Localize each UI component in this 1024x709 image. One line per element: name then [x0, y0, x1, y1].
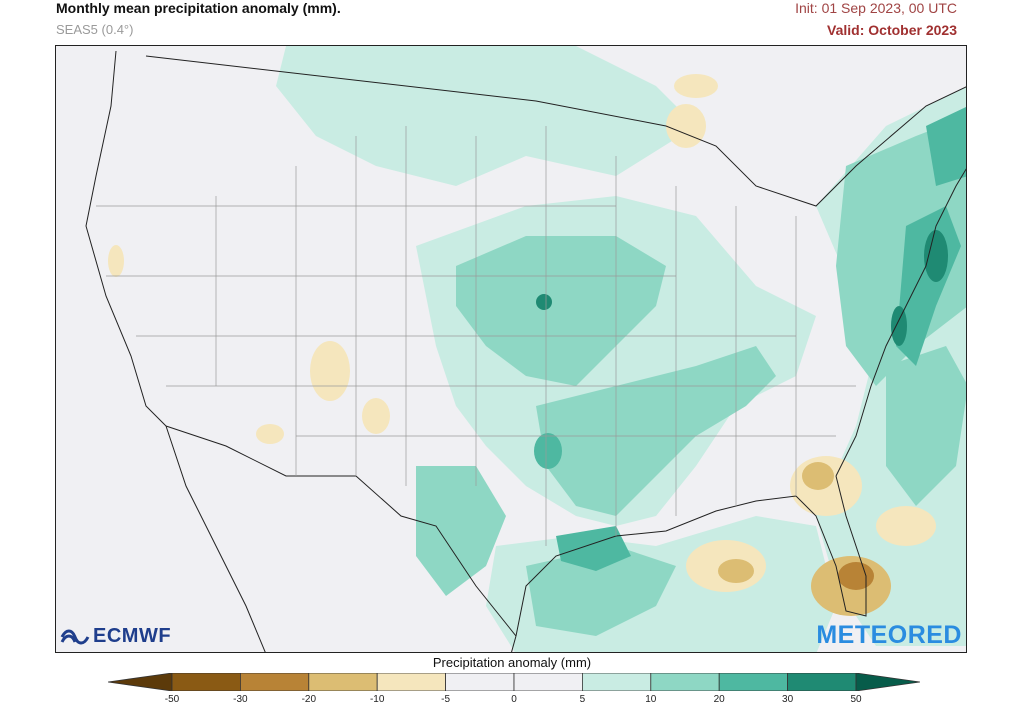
ecmwf-logo-text: ECMWF: [93, 625, 172, 647]
anomaly-wet-strong-arkansas: [534, 433, 562, 469]
anomaly-wet-dark-ohio: [891, 306, 907, 346]
valid-time: Valid: October 2023: [827, 22, 957, 38]
colorbar-segment: [239, 673, 310, 691]
colorbar-segment: [581, 673, 652, 691]
anomaly-wet-mid-northeast: [836, 116, 966, 386]
precipitation-anomaly-map: ECMWF METEORED: [55, 45, 967, 653]
colorbar-arrow-left: [108, 673, 173, 691]
colorbar-tick-label: -30: [233, 694, 248, 705]
anomaly-wet-mid-plains: [456, 236, 666, 386]
colorbar-tick-label: 5: [579, 694, 586, 705]
colorbar-segment: [376, 673, 447, 691]
anomaly-wet-dark-atlantic: [924, 230, 948, 282]
state-borders: [96, 126, 856, 546]
colorbar-tick-label: 10: [645, 694, 657, 705]
anomaly-wet-mid-atlantic: [886, 346, 966, 506]
map-canvas: [56, 46, 966, 652]
map-title: Monthly mean precipitation anomaly (mm).: [56, 0, 341, 16]
anomaly-dry-atlantic-south: [876, 506, 936, 546]
colorbar: [108, 673, 920, 691]
colorbar-arrow-right: [855, 673, 920, 691]
east-coast: [835, 168, 966, 477]
anomaly-dry-colorado: [310, 341, 350, 401]
meteored-logo: METEORED: [816, 621, 962, 649]
anomaly-wet-dark-kansas: [536, 294, 552, 310]
anomaly-dry-greatlakes: [666, 104, 706, 148]
anomaly-wet-strong-newengland: [926, 106, 966, 186]
colorbar-tick-label: -20: [301, 694, 317, 705]
mexico-gulf-coast: [511, 635, 517, 652]
baja-coast: [165, 425, 266, 652]
anomaly-dry-mid-yucatan: [718, 559, 754, 583]
colorbar-tick-label: -50: [164, 694, 180, 705]
anomaly-dry-strong-florida: [838, 562, 874, 590]
west-coast: [85, 50, 167, 427]
colorbar-tick-label: 30: [782, 694, 794, 705]
colorbar-tick-label: 0: [511, 694, 517, 705]
colorbar-segment: [308, 673, 378, 691]
us-canada-border: [145, 55, 966, 207]
colorbar-tick-label: 50: [850, 694, 862, 705]
colorbar-segment: [171, 673, 241, 691]
colorbar-tick-label: -5: [441, 694, 451, 705]
ecmwf-logo-icon: [60, 629, 90, 644]
colorbar-segment: [513, 673, 583, 691]
anomaly-dry-california: [108, 245, 124, 277]
anomaly-wet-mid-texas: [416, 466, 506, 596]
colorbar-title: Precipitation anomaly (mm): [432, 655, 592, 670]
anomaly-dry-newmexico: [362, 398, 390, 434]
init-time: Init: 01 Sep 2023, 00 UTC: [795, 0, 957, 16]
anomaly-dry-ontario: [674, 74, 718, 98]
colorbar-segment: [445, 673, 515, 691]
ecmwf-logo: ECMWF: [60, 625, 171, 648]
map-borders: [85, 50, 966, 652]
anomaly-dry-arizona: [256, 424, 284, 444]
anomaly-wet-mid-gulf: [526, 546, 676, 636]
us-mexico-border: [165, 425, 517, 637]
colorbar-tick-label: -10: [369, 694, 385, 705]
map-subtitle: SEAS5 (0.4°): [56, 22, 134, 37]
colorbar-segment: [650, 673, 720, 691]
anomaly-wet-light-north: [276, 46, 696, 186]
colorbar-segment: [787, 673, 857, 691]
anomaly-wet-mid-mississippi: [536, 346, 776, 516]
colorbar-tick-label: 20: [713, 694, 725, 705]
anomaly-dry-mid-georgia: [802, 462, 834, 490]
colorbar-segment: [718, 673, 789, 691]
